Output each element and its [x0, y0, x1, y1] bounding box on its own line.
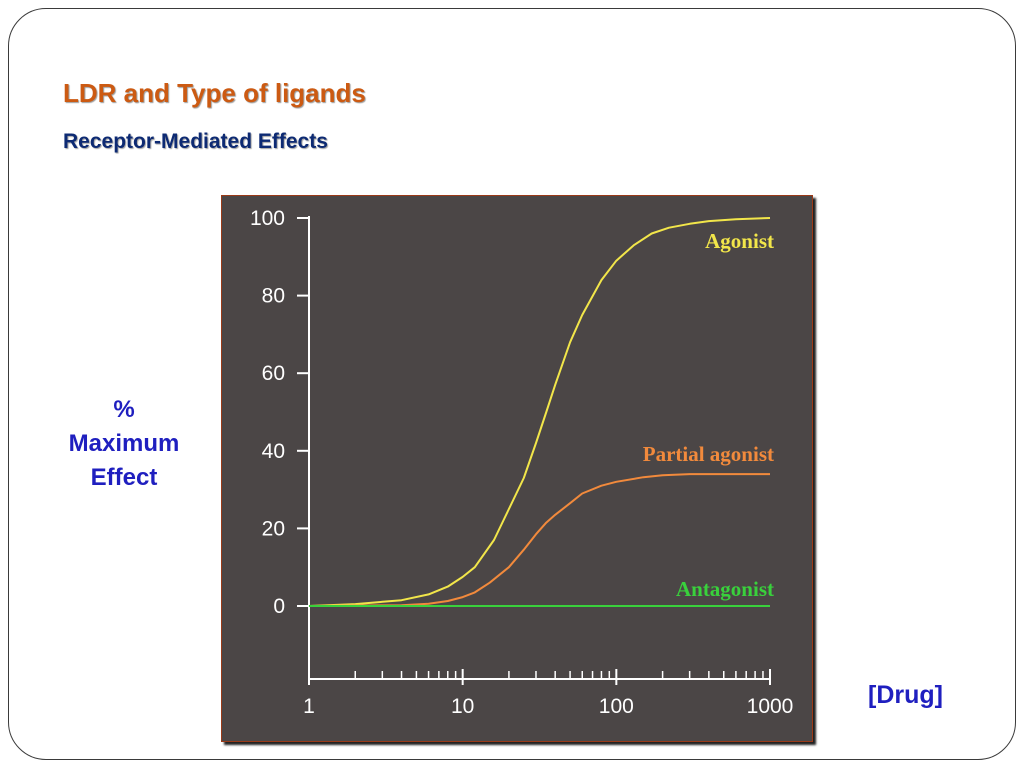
y-tick-label: 40 [262, 440, 285, 463]
x-tick-label: 100 [599, 695, 634, 718]
y-tick-label: 100 [250, 207, 285, 230]
x-tick-label: 1000 [747, 695, 794, 718]
y-axis-label-line: Maximum [68, 430, 180, 457]
y-tick-label: 0 [273, 595, 285, 618]
y-tick-label: 80 [262, 285, 285, 308]
y-tick-label: 60 [262, 362, 285, 385]
x-axis-label: [Drug] [868, 681, 943, 709]
y-axis-label-line: % [113, 396, 135, 423]
y-axis-label: % Maximum Effect [55, 393, 193, 495]
series-label-partial-agonist: Partial agonist [643, 442, 774, 466]
series-line-partial-agonist [308, 473, 770, 607]
slide-subtitle: Receptor-Mediated Effects [63, 130, 328, 153]
series-label-antagonist: Antagonist [676, 577, 774, 601]
chart-panel: 0 20 40 60 80 100 1 10 100 1000 Agonist Partial ago… [221, 195, 813, 742]
x-tick-label: 1 [303, 695, 315, 718]
y-axis-label-line: Effect [90, 464, 158, 491]
y-tick-label: 20 [262, 517, 285, 540]
slide-title: LDR and Type of ligands [63, 78, 366, 108]
dose-response-chart: 0 20 40 60 80 100 1 10 100 1000 Agonist Partial ago… [250, 207, 794, 718]
series-line-agonist [308, 217, 771, 607]
x-tick-label: 10 [451, 695, 474, 718]
series-label-agonist: Agonist [705, 229, 774, 253]
